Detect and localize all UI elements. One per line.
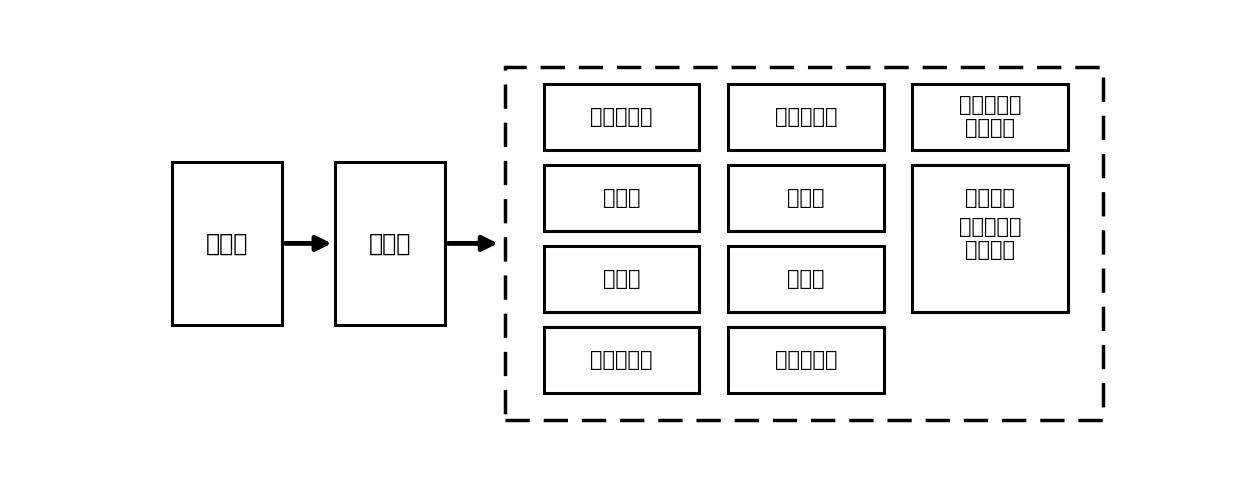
Text: 数据测量与
采集系统: 数据测量与 采集系统 <box>959 216 1021 260</box>
Text: 蒸汽发生器: 蒸汽发生器 <box>590 107 653 127</box>
Bar <box>172 162 282 325</box>
Bar <box>544 246 699 312</box>
Bar <box>912 165 1068 231</box>
Text: 高温辐射炉: 高温辐射炉 <box>774 107 838 127</box>
Bar <box>544 84 699 150</box>
Bar <box>729 246 883 312</box>
Text: 气液分离器: 气液分离器 <box>774 349 838 370</box>
Bar <box>335 162 445 325</box>
Text: 配电柜: 配电柜 <box>206 231 248 255</box>
Text: 输电线: 输电线 <box>369 231 411 255</box>
Text: 加热丝: 加热丝 <box>603 268 641 289</box>
Bar <box>729 165 883 231</box>
Text: 冷凝器: 冷凝器 <box>787 268 825 289</box>
Text: 低温辐射炉: 低温辐射炉 <box>590 349 653 370</box>
Bar <box>912 165 1068 312</box>
Bar <box>729 326 883 393</box>
Bar <box>912 84 1068 150</box>
Bar <box>729 84 883 150</box>
Bar <box>544 326 699 393</box>
Text: 数控系统: 数控系统 <box>965 188 1015 208</box>
Bar <box>544 165 699 231</box>
Text: 在线气体分
析质谱仪: 在线气体分 析质谱仪 <box>959 95 1021 138</box>
Text: 冷水机: 冷水机 <box>787 188 825 208</box>
Bar <box>506 67 1103 420</box>
Text: 真空泵: 真空泵 <box>603 188 641 208</box>
